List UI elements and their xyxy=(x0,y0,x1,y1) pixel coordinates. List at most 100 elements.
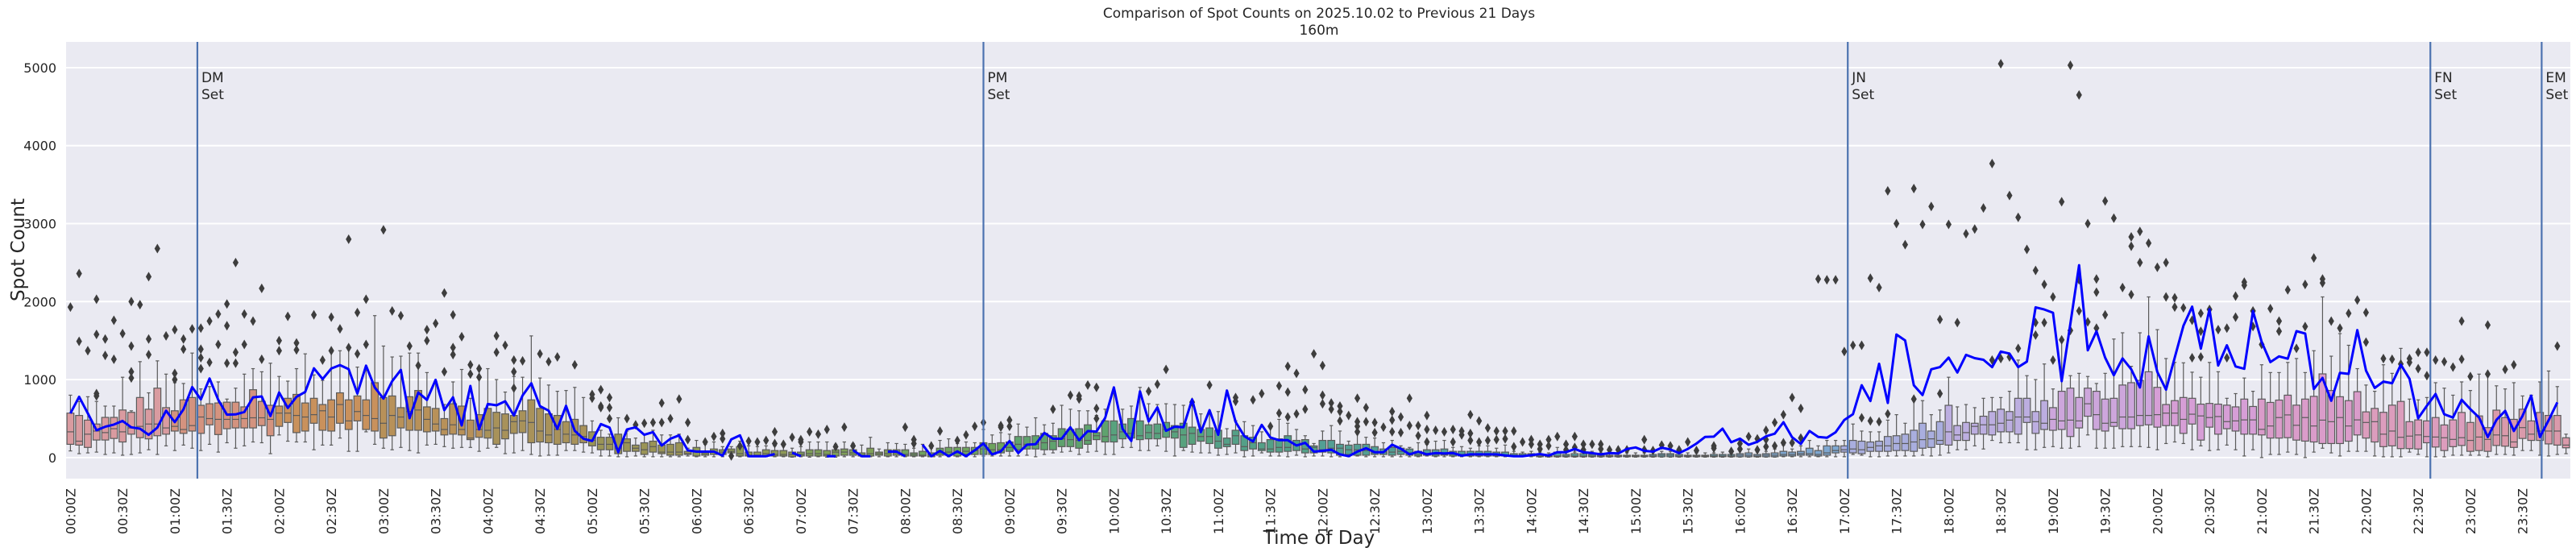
outlier-point xyxy=(2197,352,2204,363)
outlier-point xyxy=(145,350,152,360)
iqr-box xyxy=(1570,453,1579,458)
outlier-point xyxy=(606,392,613,403)
box-249 xyxy=(2231,392,2240,450)
box-269 xyxy=(2405,398,2414,453)
box-96 xyxy=(901,443,910,458)
box-41 xyxy=(422,371,431,446)
outlier-point xyxy=(163,330,169,341)
box-287 xyxy=(2561,433,2570,454)
outlier-point xyxy=(1433,425,1439,435)
box-200 xyxy=(1805,439,1814,458)
box-145 xyxy=(1327,425,1336,458)
box-133 xyxy=(1222,428,1231,455)
outlier-point xyxy=(346,342,352,353)
x-tick-label: 05:00Z xyxy=(585,488,600,534)
iqr-box xyxy=(2509,418,2518,448)
box-46 xyxy=(466,397,475,448)
outlier-point xyxy=(2172,302,2178,313)
box-85 xyxy=(805,441,814,458)
outlier-point xyxy=(67,302,73,313)
outlier-point xyxy=(1337,400,1343,411)
box-202 xyxy=(1823,439,1831,458)
outlier-point xyxy=(606,413,613,424)
x-tick-label: 07:00Z xyxy=(794,488,809,534)
outlier-point xyxy=(1311,349,1317,359)
iqr-box xyxy=(2257,398,2266,436)
iqr-box xyxy=(1014,436,1023,450)
box-14 xyxy=(188,352,197,449)
box-24 xyxy=(275,375,284,436)
outlier-point xyxy=(1441,426,1448,437)
outlier-point xyxy=(458,331,465,342)
box-67 xyxy=(649,429,657,458)
outlier-point xyxy=(2554,341,2561,351)
outlier-point xyxy=(1928,201,1935,212)
box-11 xyxy=(162,373,171,446)
outlier-point xyxy=(1528,439,1534,450)
iqr-box xyxy=(2327,390,2336,445)
iqr-box xyxy=(1953,425,1962,442)
outlier-point xyxy=(1389,426,1396,437)
outlier-point xyxy=(1293,368,1300,379)
x-tick-label: 15:00Z xyxy=(1628,488,1644,534)
outlier-point xyxy=(1067,390,1074,400)
iqr-box xyxy=(545,413,553,444)
outlier-point xyxy=(1337,416,1343,426)
outlier-point xyxy=(2502,364,2508,375)
x-tick-label: 11:30Z xyxy=(1263,488,1279,534)
outlier-point xyxy=(1545,434,1552,445)
outlier-point xyxy=(1763,425,1769,435)
iqr-box xyxy=(2300,398,2309,442)
box-188 xyxy=(1701,452,1710,458)
outlier-point xyxy=(850,441,857,451)
outlier-point xyxy=(1502,433,1508,444)
iqr-box xyxy=(1205,427,1214,445)
outlier-point xyxy=(1284,387,1291,397)
iqr-box xyxy=(562,421,570,444)
outlier-point xyxy=(1302,404,1309,414)
iqr-box xyxy=(1266,439,1275,453)
x-tick-label: 08:00Z xyxy=(898,488,913,534)
outlier-point xyxy=(2110,213,2118,223)
iqr-box xyxy=(327,399,336,432)
outlier-point xyxy=(2093,287,2100,297)
outlier-point xyxy=(259,354,265,364)
y-tick-label: 3000 xyxy=(23,217,56,232)
outlier-point xyxy=(110,354,117,364)
iqr-box xyxy=(275,405,284,427)
box-230 xyxy=(2066,375,2075,449)
box-240 xyxy=(2153,329,2162,450)
box-17 xyxy=(214,381,222,453)
iqr-box xyxy=(2284,394,2292,438)
outlier-point xyxy=(2093,323,2100,334)
iqr-box xyxy=(2423,420,2431,444)
box-205 xyxy=(1848,423,1857,455)
outlier-point xyxy=(1163,364,1169,375)
outlier-point xyxy=(2511,359,2517,370)
x-tick-label: 13:30Z xyxy=(1472,488,1487,534)
outlier-point xyxy=(284,311,291,321)
iqr-box xyxy=(1440,448,1449,456)
box-189 xyxy=(1710,452,1718,458)
outlier-point xyxy=(1954,317,1960,328)
box-257 xyxy=(2300,371,2309,458)
outlier-point xyxy=(415,360,421,371)
outlier-point xyxy=(128,373,135,384)
outlier-point xyxy=(1371,427,1378,438)
iqr-box xyxy=(179,399,188,434)
outlier-point xyxy=(2467,371,2474,382)
outlier-point xyxy=(2032,330,2039,340)
outlier-point xyxy=(1789,438,1795,448)
outlier-point xyxy=(2050,355,2056,365)
outlier-point xyxy=(1484,435,1491,446)
iqr-box xyxy=(2014,397,2022,435)
outlier-point xyxy=(145,272,152,282)
iqr-box xyxy=(919,450,927,457)
iqr-box xyxy=(214,402,222,435)
outlier-point xyxy=(1354,426,1361,437)
box-268 xyxy=(2396,347,2405,458)
outlier-point xyxy=(259,283,265,293)
outlier-point xyxy=(1328,398,1334,409)
box-195 xyxy=(1761,450,1770,458)
outlier-point xyxy=(1832,275,1839,285)
